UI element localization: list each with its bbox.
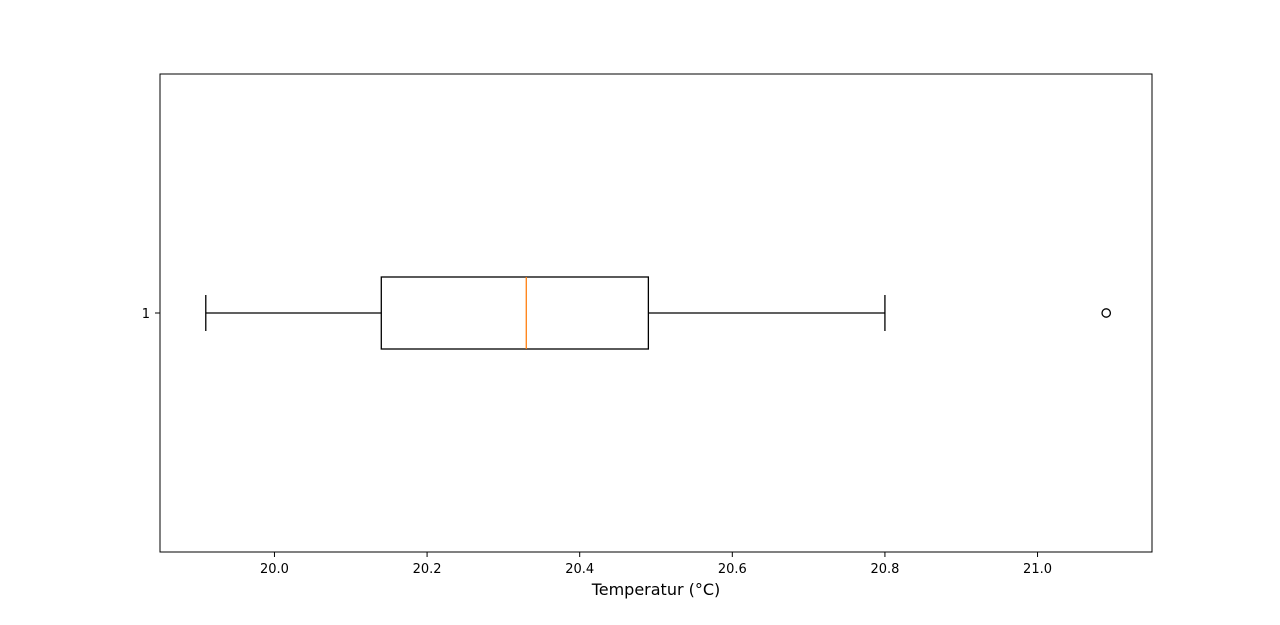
x-tick-label: 20.0 bbox=[260, 562, 289, 577]
x-tick-label: 20.2 bbox=[413, 562, 442, 577]
x-tick-label: 20.4 bbox=[565, 562, 594, 577]
box-group bbox=[205, 276, 1112, 350]
x-tick-label: 21.0 bbox=[1023, 562, 1052, 577]
y-tick-label: 1 bbox=[142, 307, 150, 322]
x-axis-ticks: 20.0 20.2 20.4 20.6 20.8 21.0 bbox=[260, 552, 1052, 577]
box-iqr bbox=[380, 276, 650, 350]
box-series bbox=[205, 276, 1112, 350]
x-axis-label: Temperatur (°C) bbox=[591, 580, 721, 599]
x-tick-label: 20.6 bbox=[718, 562, 747, 577]
outlier-point bbox=[1101, 308, 1112, 318]
x-tick-label: 20.8 bbox=[870, 562, 899, 577]
y-axis-ticks: 1 bbox=[142, 307, 160, 322]
